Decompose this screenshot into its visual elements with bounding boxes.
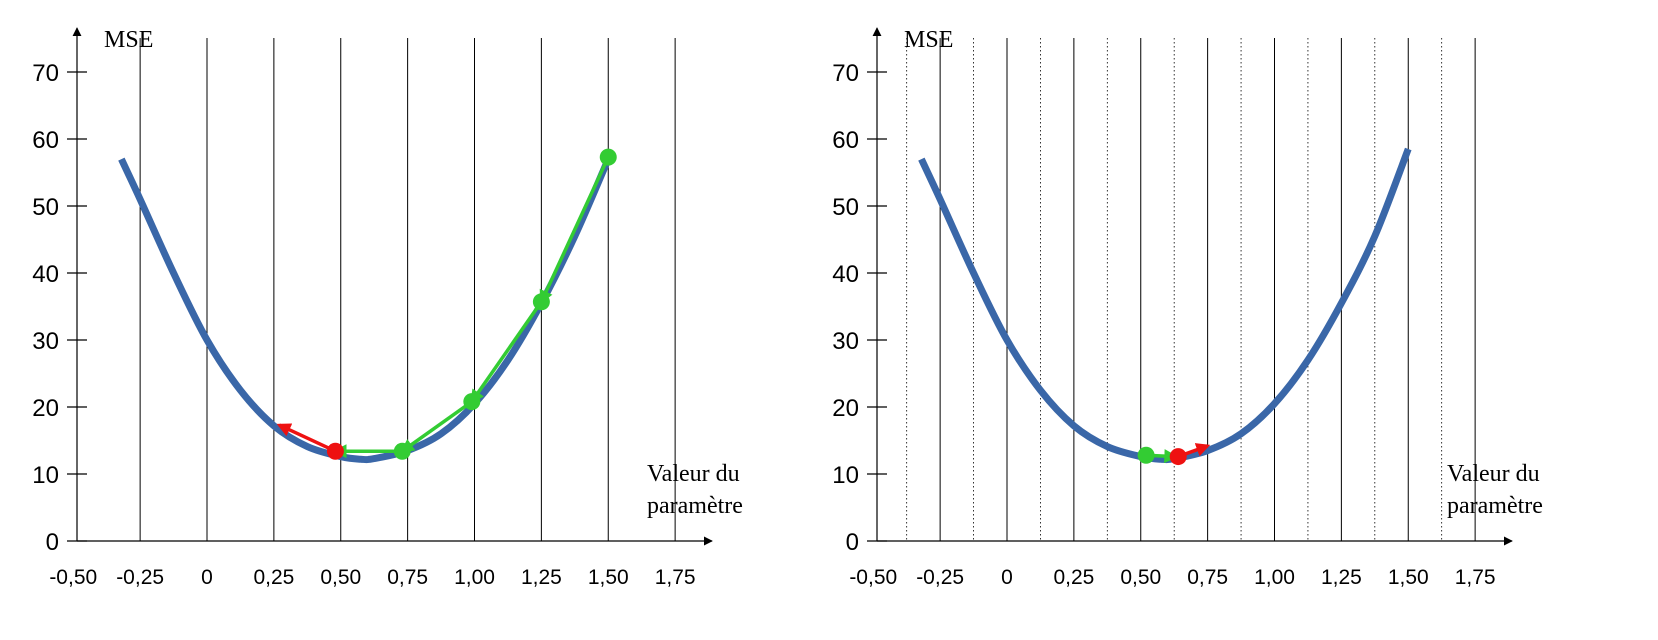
y-tick-label: 20 [832,395,859,422]
x-axis-title-line2: paramètre [647,493,743,519]
iteration-point [599,148,617,166]
chart-right: 0 10 20 30 40 50 60 70 -0,50 -0,25 0 0,25 0,50 0,75 1,… [832,27,1543,589]
iteration-point [463,393,481,411]
y-tick-label: 10 [832,462,859,489]
y-tick-label: 60 [32,127,59,154]
y-axis-title: MSE [904,27,953,53]
y-tick-label: 20 [32,395,59,422]
chart-left: 0 10 20 30 40 50 60 70 -0,50 -0,25 0 0,25 0,50 0,75 1,… [32,27,743,589]
x-tick-label: -0,50 [49,566,97,589]
y-tick-label: 60 [832,127,859,154]
y-tick-label: 70 [832,60,859,87]
x-tick-label: 0 [201,566,213,589]
x-tick-label: 1,75 [1455,566,1496,589]
x-tick-label: 1,50 [1388,566,1429,589]
x-tick-label: 0,50 [1120,566,1161,589]
y-tick-label: 40 [32,261,59,288]
x-tick-label: 0,75 [1187,566,1228,589]
mse-curve [118,157,612,464]
x-tick-label: 1,25 [521,566,562,589]
gradient-step-arrow [470,300,543,404]
y-tick-label: 50 [32,194,59,221]
x-tick-label: -0,25 [916,566,964,589]
x-tick-label: -0,25 [116,566,164,589]
x-tick-label: 1,25 [1321,566,1362,589]
y-tick-label: 40 [832,261,859,288]
x-tick-label: -0,50 [849,566,897,589]
x-tick-label: 1,50 [588,566,629,589]
x-axis-title-line1: Valeur du [647,461,740,487]
x-tick-label: 1,75 [655,566,696,589]
gradient-step-arrow [399,400,473,453]
x-axis-title-line2: paramètre [1447,493,1543,519]
x-axis-title-line1: Valeur du [1447,461,1540,487]
iteration-point [326,442,344,460]
y-tick-label: 30 [832,328,859,355]
x-tick-label: 0,50 [320,566,361,589]
iteration-point [1137,446,1155,464]
x-tick-label: 1,00 [1254,566,1295,589]
y-tick-label: 0 [46,529,59,556]
iteration-point [532,293,550,311]
x-tick-label: 0,75 [387,566,428,589]
y-axis-title: MSE [104,27,153,53]
x-tick-label: 0 [1001,566,1013,589]
iteration-point [1169,448,1187,466]
iteration-point [393,442,411,460]
x-tick-label: 0,25 [253,566,294,589]
mse-curve [918,147,1412,464]
y-tick-label: 50 [832,194,859,221]
y-tick-label: 70 [32,60,59,87]
x-tick-label: 0,25 [1053,566,1094,589]
y-tick-label: 10 [32,462,59,489]
x-tick-label: 1,00 [454,566,495,589]
gradient-step-arrow [276,423,337,453]
y-tick-label: 30 [32,328,59,355]
y-tick-label: 0 [846,529,859,556]
gradient-step-arrow [539,156,610,305]
